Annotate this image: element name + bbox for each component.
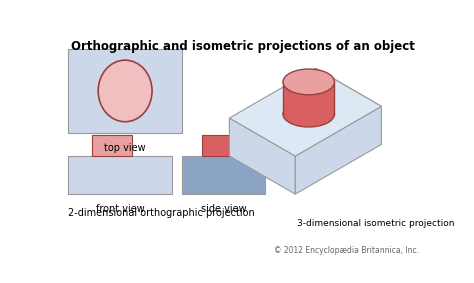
Text: 3-dimensional isometric projection: 3-dimensional isometric projection <box>297 219 454 228</box>
Bar <box>68 49 182 132</box>
Polygon shape <box>295 106 382 194</box>
Text: top view: top view <box>104 143 146 153</box>
Ellipse shape <box>98 60 152 122</box>
Bar <box>202 135 237 156</box>
Text: 2-dimensional orthographic projection: 2-dimensional orthographic projection <box>68 208 255 218</box>
Text: © 2012 Encyclopædia Britannica, Inc.: © 2012 Encyclopædia Britannica, Inc. <box>274 246 419 256</box>
Polygon shape <box>283 82 335 114</box>
Text: front view: front view <box>96 204 145 214</box>
Bar <box>92 135 132 156</box>
Bar <box>182 156 265 194</box>
Bar <box>68 156 172 194</box>
Text: side view: side view <box>201 204 246 214</box>
Ellipse shape <box>283 69 335 95</box>
Polygon shape <box>229 118 295 194</box>
Polygon shape <box>316 68 382 144</box>
Text: Orthographic and isometric projections of an object: Orthographic and isometric projections o… <box>71 40 415 53</box>
Polygon shape <box>229 68 382 156</box>
Ellipse shape <box>283 101 335 127</box>
